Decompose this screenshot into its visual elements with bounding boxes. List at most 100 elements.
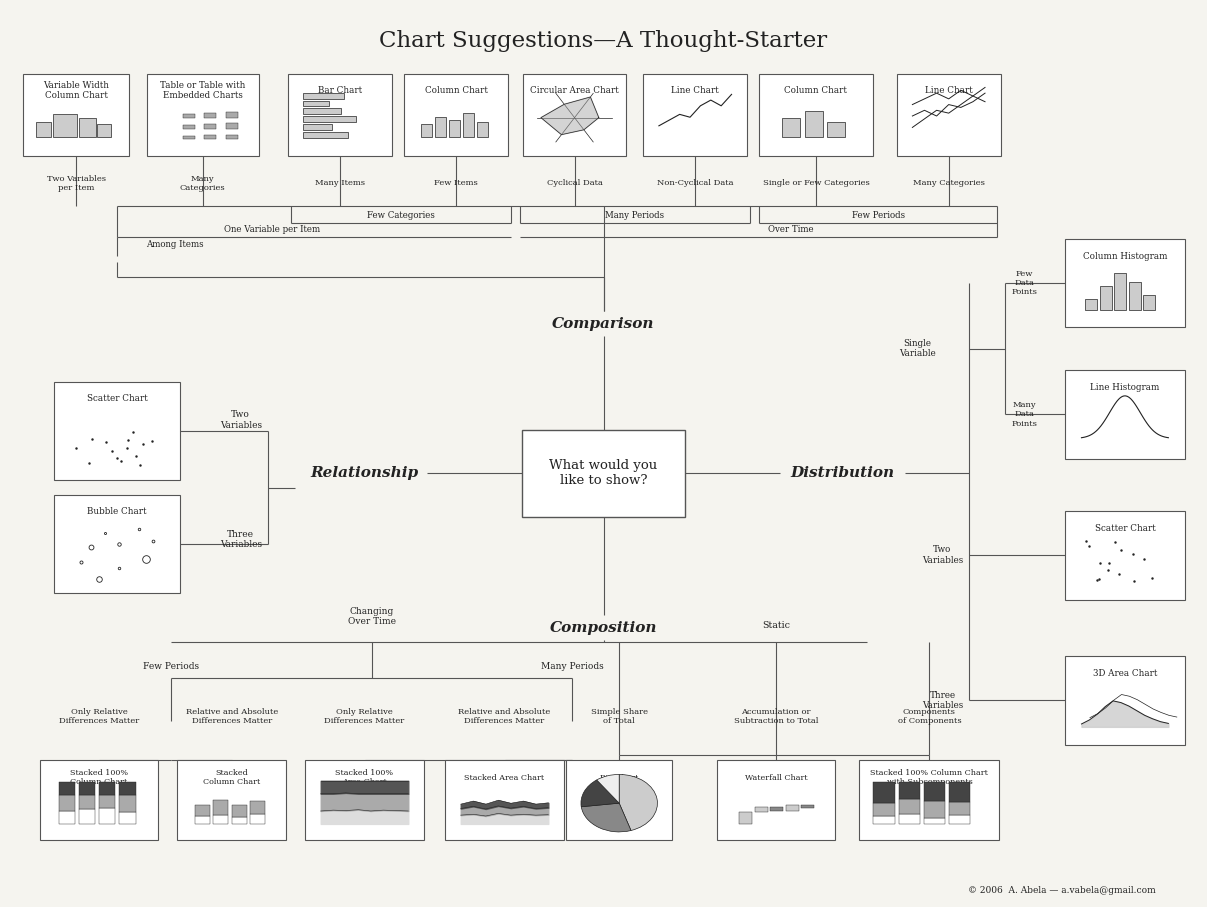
- Text: Line Chart: Line Chart: [671, 86, 719, 95]
- Text: Chart Suggestions—A Thought-Starter: Chart Suggestions—A Thought-Starter: [379, 30, 828, 52]
- Text: Two
Variables: Two Variables: [922, 545, 963, 565]
- Text: Two Variables
per Item: Two Variables per Item: [47, 175, 105, 191]
- Text: Many
Categories: Many Categories: [180, 175, 226, 191]
- Bar: [643, 74, 747, 156]
- Bar: [523, 74, 626, 156]
- Bar: [204, 135, 216, 139]
- Text: Composition: Composition: [549, 620, 658, 635]
- Bar: [874, 783, 894, 804]
- Bar: [183, 136, 194, 139]
- Bar: [445, 760, 564, 840]
- Text: Changing
Over Time: Changing Over Time: [348, 607, 396, 627]
- Text: Bar Chart: Bar Chart: [319, 86, 362, 95]
- Bar: [214, 800, 228, 814]
- Bar: [801, 805, 814, 808]
- Bar: [1114, 273, 1126, 309]
- Bar: [1065, 239, 1185, 327]
- Bar: [177, 760, 286, 840]
- Text: Circular Area Chart: Circular Area Chart: [530, 86, 619, 95]
- Bar: [23, 74, 129, 156]
- Text: Static: Static: [762, 621, 791, 630]
- Bar: [1065, 656, 1185, 745]
- Text: Few Periods: Few Periods: [144, 662, 199, 671]
- Text: Many Periods: Many Periods: [541, 662, 604, 671]
- Text: Simple Share
of Total: Simple Share of Total: [590, 708, 648, 725]
- Bar: [923, 783, 945, 801]
- Bar: [305, 760, 424, 840]
- Bar: [250, 814, 266, 824]
- Text: Stacked 100%
Area Chart: Stacked 100% Area Chart: [336, 769, 393, 786]
- Bar: [874, 804, 894, 815]
- Text: Three
Variables: Three Variables: [220, 530, 262, 550]
- Text: Scatter Chart: Scatter Chart: [87, 394, 147, 403]
- Bar: [250, 801, 266, 814]
- Bar: [449, 121, 460, 137]
- Wedge shape: [596, 775, 619, 804]
- Wedge shape: [582, 804, 631, 832]
- Text: Few Items: Few Items: [435, 180, 478, 187]
- Text: Relative and Absolute
Differences Matter: Relative and Absolute Differences Matter: [186, 708, 278, 725]
- Bar: [59, 812, 75, 824]
- Bar: [859, 760, 999, 840]
- Text: Stacked 100%
Column Chart: Stacked 100% Column Chart: [70, 769, 128, 786]
- Text: One Variable per Item: One Variable per Item: [223, 225, 320, 234]
- Bar: [232, 817, 247, 824]
- Text: Many Items: Many Items: [315, 180, 366, 187]
- Bar: [1065, 370, 1185, 459]
- Text: Column Chart: Column Chart: [425, 86, 488, 95]
- Bar: [1129, 282, 1141, 309]
- Bar: [147, 74, 260, 156]
- Text: Relationship: Relationship: [310, 466, 419, 481]
- Text: Accumulation or
Subtraction to Total: Accumulation or Subtraction to Total: [734, 708, 818, 725]
- Bar: [194, 805, 210, 816]
- Text: Comparison: Comparison: [553, 317, 654, 331]
- Text: Non-Cyclical Data: Non-Cyclical Data: [657, 180, 734, 187]
- Text: Two
Variables: Two Variables: [220, 410, 262, 430]
- Text: Single
Variable: Single Variable: [899, 339, 935, 358]
- Bar: [1143, 295, 1155, 309]
- Bar: [521, 431, 686, 517]
- Bar: [786, 805, 799, 811]
- Bar: [421, 124, 432, 137]
- Bar: [226, 134, 238, 139]
- Text: Line Histogram: Line Histogram: [1090, 384, 1160, 393]
- Bar: [119, 795, 135, 813]
- Text: Few Categories: Few Categories: [367, 211, 435, 220]
- Text: Few
Data
Points: Few Data Points: [1011, 269, 1037, 297]
- Bar: [194, 816, 210, 824]
- Bar: [805, 111, 823, 137]
- Text: Stacked
Column Chart: Stacked Column Chart: [203, 769, 261, 786]
- Bar: [226, 123, 238, 129]
- Text: Components
of Components: Components of Components: [898, 708, 961, 725]
- Bar: [78, 809, 95, 824]
- Bar: [1085, 299, 1097, 309]
- Text: Column Chart: Column Chart: [785, 86, 847, 95]
- Wedge shape: [619, 775, 658, 831]
- Text: Table or Table with
Embedded Charts: Table or Table with Embedded Charts: [161, 81, 245, 101]
- Bar: [303, 101, 330, 106]
- Bar: [183, 113, 194, 119]
- Bar: [949, 814, 970, 824]
- Bar: [759, 74, 873, 156]
- Bar: [204, 113, 216, 119]
- Bar: [36, 122, 52, 137]
- Bar: [1100, 287, 1112, 309]
- Bar: [478, 122, 489, 137]
- Text: Scatter Chart: Scatter Chart: [1095, 524, 1155, 533]
- Bar: [717, 760, 835, 840]
- Bar: [78, 118, 95, 137]
- Bar: [754, 807, 768, 813]
- Text: Cyclical Data: Cyclical Data: [547, 180, 602, 187]
- Text: Three
Variables: Three Variables: [922, 690, 963, 710]
- Bar: [99, 783, 116, 795]
- Text: Distribution: Distribution: [791, 466, 894, 481]
- Text: Bubble Chart: Bubble Chart: [87, 507, 147, 516]
- Text: Only Relative
Differences Matter: Only Relative Differences Matter: [325, 708, 404, 725]
- Text: Single or Few Categories: Single or Few Categories: [763, 180, 869, 187]
- Bar: [54, 495, 181, 593]
- Bar: [59, 783, 75, 795]
- Text: What would you
like to show?: What would you like to show?: [549, 460, 658, 487]
- Bar: [226, 112, 238, 119]
- Bar: [40, 760, 158, 840]
- Bar: [78, 795, 95, 809]
